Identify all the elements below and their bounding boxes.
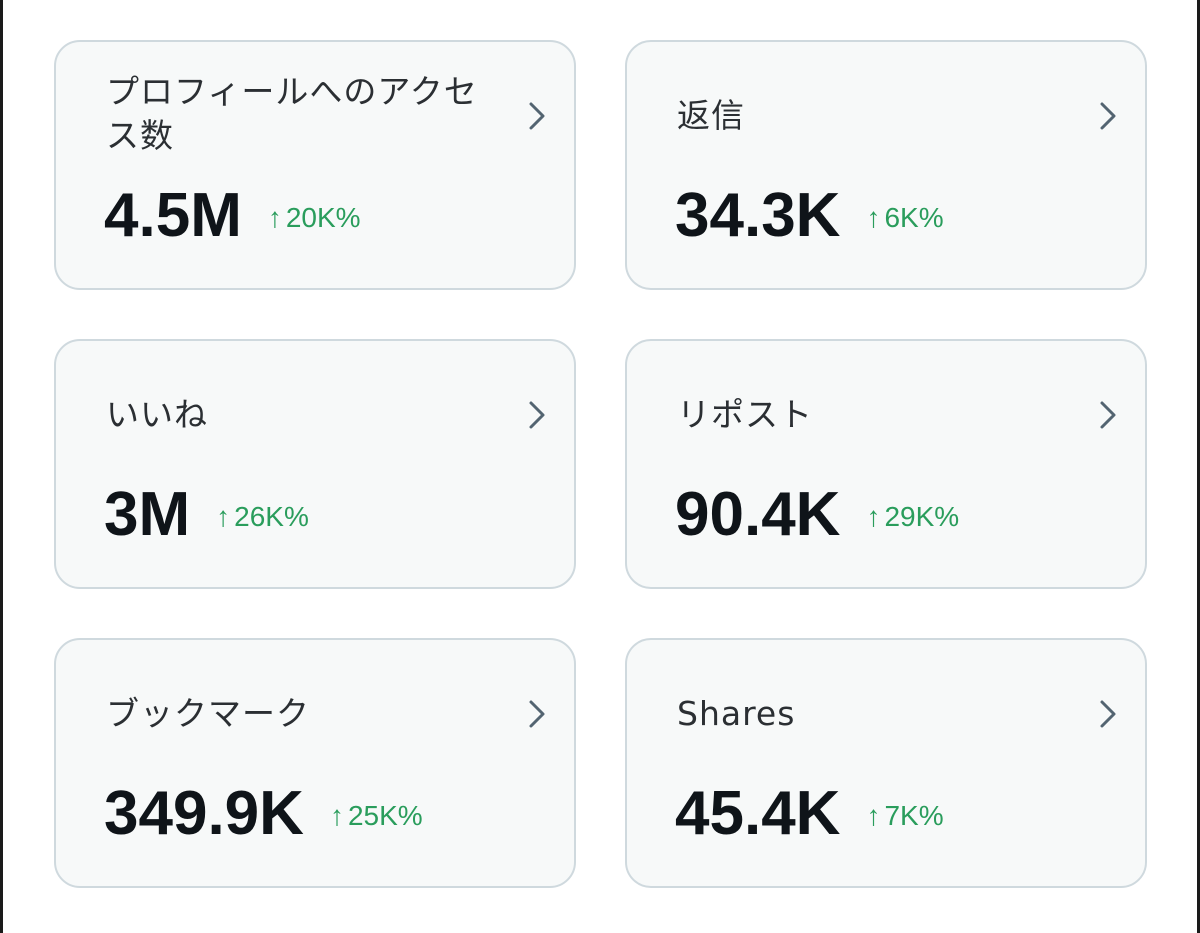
metric-label: Shares bbox=[677, 694, 796, 733]
metric-label: 返信 bbox=[677, 96, 745, 135]
metric-delta-value: 29K% bbox=[884, 501, 960, 532]
chevron-right-icon bbox=[1095, 399, 1121, 431]
metric-label: プロフィールへのアクセス数 bbox=[106, 72, 478, 155]
metric-card-profile-visits[interactable]: プロフィールへのアクセス数 4.5M ↑ 20K% bbox=[54, 40, 576, 290]
metric-card-shares[interactable]: Shares 45.4K ↑ 7K% bbox=[625, 638, 1147, 888]
metric-value-row: 90.4K ↑ 29K% bbox=[675, 479, 959, 549]
metric-label: いいね bbox=[106, 395, 208, 434]
metric-value-row: 349.9K ↑ 25K% bbox=[104, 778, 423, 848]
arrow-up-icon: ↑ bbox=[216, 501, 231, 532]
metric-delta: ↑ 29K% bbox=[866, 501, 959, 533]
metric-card-reposts[interactable]: リポスト 90.4K ↑ 29K% bbox=[625, 339, 1147, 589]
metric-delta: ↑ 20K% bbox=[268, 202, 361, 234]
chevron-right-icon bbox=[524, 399, 550, 431]
metric-value: 4.5M bbox=[104, 180, 242, 250]
metric-delta: ↑ 6K% bbox=[866, 202, 943, 234]
metric-delta-value: 25K% bbox=[347, 800, 423, 831]
metric-value-row: 45.4K ↑ 7K% bbox=[675, 778, 944, 848]
metric-card-likes[interactable]: いいね 3M ↑ 26K% bbox=[54, 339, 576, 589]
metric-card-bookmarks[interactable]: ブックマーク 349.9K ↑ 25K% bbox=[54, 638, 576, 888]
metric-value: 45.4K bbox=[675, 778, 841, 848]
metric-value: 3M bbox=[104, 479, 191, 549]
chevron-right-icon bbox=[524, 698, 550, 730]
metric-delta-value: 6K% bbox=[884, 202, 944, 233]
chevron-right-icon bbox=[1095, 698, 1121, 730]
metric-value: 34.3K bbox=[675, 180, 841, 250]
metric-label: リポスト bbox=[677, 395, 813, 434]
metric-delta: ↑ 26K% bbox=[216, 501, 309, 533]
arrow-up-icon: ↑ bbox=[866, 501, 881, 532]
chevron-right-icon bbox=[1095, 100, 1121, 132]
metric-delta-value: 7K% bbox=[884, 800, 944, 831]
metric-value: 349.9K bbox=[104, 778, 304, 848]
metric-delta-value: 20K% bbox=[285, 202, 361, 233]
metric-label: ブックマーク bbox=[106, 694, 310, 733]
metric-value-row: 3M ↑ 26K% bbox=[104, 479, 309, 549]
arrow-up-icon: ↑ bbox=[329, 800, 344, 831]
metric-card-replies[interactable]: 返信 34.3K ↑ 6K% bbox=[625, 40, 1147, 290]
arrow-up-icon: ↑ bbox=[866, 202, 881, 233]
metric-delta-value: 26K% bbox=[234, 501, 309, 532]
arrow-up-icon: ↑ bbox=[267, 202, 282, 233]
arrow-up-icon: ↑ bbox=[866, 800, 881, 831]
metric-value-row: 4.5M ↑ 20K% bbox=[104, 180, 361, 250]
chevron-right-icon bbox=[524, 100, 550, 132]
metric-value: 90.4K bbox=[675, 479, 841, 549]
metric-delta: ↑ 7K% bbox=[866, 800, 943, 832]
metric-delta: ↑ 25K% bbox=[330, 800, 423, 832]
metric-value-row: 34.3K ↑ 6K% bbox=[675, 180, 944, 250]
